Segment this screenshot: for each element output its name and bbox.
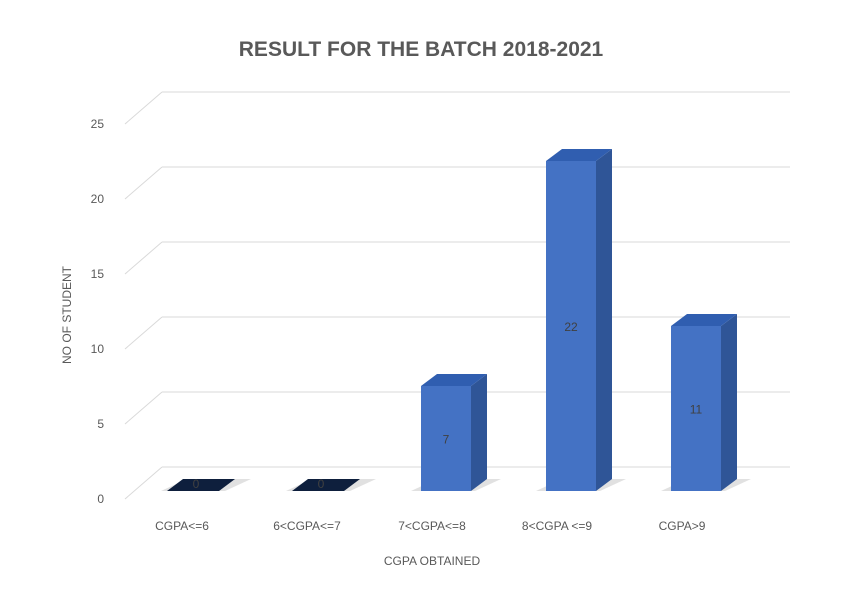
bar bbox=[292, 479, 360, 491]
y-axis-label: NO OF STUDENT bbox=[60, 265, 74, 364]
bar-side bbox=[721, 314, 737, 491]
x-tick-label: 6<CGPA<=7 bbox=[273, 519, 341, 533]
bar-side bbox=[471, 374, 487, 491]
bar-front bbox=[546, 161, 596, 491]
data-label: 0 bbox=[318, 477, 325, 491]
gridline-diagonal bbox=[124, 466, 163, 500]
gridline-diagonal bbox=[124, 316, 163, 350]
gridline-diagonal bbox=[124, 391, 163, 425]
bar-top bbox=[671, 314, 737, 326]
bar-front bbox=[671, 326, 721, 491]
y-tick-label: 20 bbox=[91, 192, 105, 206]
bar-side bbox=[596, 149, 612, 491]
x-tick-label: CGPA>9 bbox=[659, 519, 706, 533]
x-tick-label: 7<CGPA<=8 bbox=[398, 519, 466, 533]
data-label: 22 bbox=[564, 320, 578, 334]
y-axis-ticks: 0 5 10 15 20 25 bbox=[91, 117, 105, 506]
data-labels: 0 0 7 22 11 bbox=[193, 320, 703, 491]
bar-top bbox=[421, 374, 487, 386]
gridline-diagonal bbox=[124, 166, 163, 200]
bar-front bbox=[421, 386, 471, 491]
bar bbox=[671, 314, 737, 491]
y-tick-label: 0 bbox=[97, 492, 104, 506]
data-label: 0 bbox=[193, 477, 200, 491]
x-tick-label: 8<CGPA <=9 bbox=[522, 519, 592, 533]
x-axis-label: CGPA OBTAINED bbox=[384, 554, 481, 568]
data-label: 11 bbox=[690, 403, 703, 417]
bar bbox=[421, 374, 487, 491]
bar bbox=[546, 149, 612, 491]
y-tick-label: 25 bbox=[91, 117, 105, 131]
chart-title: RESULT FOR THE BATCH 2018-2021 bbox=[239, 38, 604, 61]
x-tick-label: CGPA<=6 bbox=[155, 519, 209, 533]
bars bbox=[167, 149, 737, 491]
x-axis-ticks: CGPA<=6 6<CGPA<=7 7<CGPA<=8 8<CGPA <=9 CGPA>… bbox=[155, 519, 706, 533]
gridline-diagonal bbox=[124, 241, 163, 275]
y-tick-label: 10 bbox=[91, 342, 105, 356]
bar bbox=[167, 479, 235, 491]
data-label: 7 bbox=[443, 433, 450, 447]
y-tick-label: 5 bbox=[97, 417, 104, 431]
y-tick-label: 15 bbox=[91, 267, 105, 281]
bar-top bbox=[546, 149, 612, 161]
gridline-diagonal bbox=[124, 91, 163, 125]
